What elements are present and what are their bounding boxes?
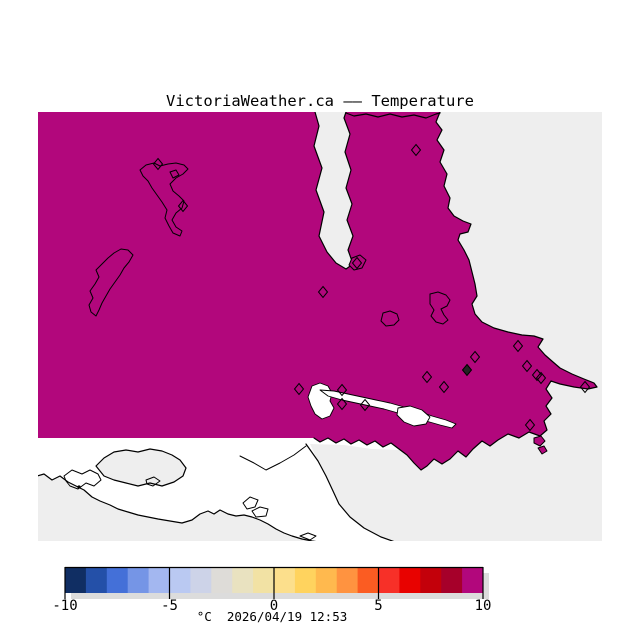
station-marker xyxy=(461,363,473,377)
bay-islets-2 xyxy=(251,506,269,518)
victoria-harbour xyxy=(396,405,431,427)
station-marker xyxy=(293,382,305,396)
colorbar-tick-label: 0 xyxy=(270,598,278,614)
map-panel xyxy=(38,112,602,541)
bay-islets-1 xyxy=(242,496,259,510)
station-marker xyxy=(351,256,363,270)
station-marker xyxy=(317,285,329,299)
colorbar-tick-label: -10 xyxy=(52,598,77,614)
station-marker xyxy=(152,157,164,171)
station-marker xyxy=(359,398,371,412)
colorbar-cell xyxy=(148,568,170,593)
lake-west xyxy=(88,248,134,317)
colorbar-cell xyxy=(378,568,400,593)
south-landmass xyxy=(38,474,312,541)
colorbar-cell xyxy=(253,568,275,593)
lake-prospect xyxy=(380,310,400,327)
station-marker xyxy=(535,371,547,385)
colorbar-cell xyxy=(169,568,191,593)
station-marker xyxy=(438,380,450,394)
colorbar-cell xyxy=(127,568,150,593)
inlet-island xyxy=(348,254,367,271)
station-marker xyxy=(177,199,189,213)
south-coastline xyxy=(38,473,317,541)
bay-islets-3 xyxy=(299,532,317,541)
station-marker xyxy=(521,359,533,373)
station-markers xyxy=(152,143,591,432)
colorbar-cell xyxy=(85,568,108,593)
lake-shawnigan-islet xyxy=(169,169,180,179)
colorbar-cell xyxy=(420,568,442,593)
discovery-island-1 xyxy=(533,435,546,447)
station-marker xyxy=(336,383,348,397)
colorbar-caption: °C 2026/04/19 12:53 xyxy=(197,609,348,624)
figure-title: VictoriaWeather.ca —— Temperature xyxy=(166,92,474,110)
station-marker xyxy=(524,418,536,432)
station-marker xyxy=(336,397,348,411)
strait-island-pond xyxy=(145,476,161,487)
colorbar-cell xyxy=(336,568,359,593)
discovery-island-2 xyxy=(537,445,548,455)
strait-island xyxy=(95,448,187,487)
station-marker xyxy=(421,370,433,384)
colorbar-ticks xyxy=(64,567,484,599)
station-marker xyxy=(579,380,591,394)
station-marker xyxy=(512,339,524,353)
west-islets xyxy=(63,469,102,490)
colorbar-cell xyxy=(357,568,379,593)
islet-rock xyxy=(77,485,81,489)
colorbar-cell xyxy=(441,568,463,593)
lake-elk xyxy=(429,291,451,325)
station-marker xyxy=(469,350,481,364)
colorbar: -10 -5 0 5 10 °C 2026/04/19 12:53 xyxy=(52,566,491,624)
colorbar-tick-label: 10 xyxy=(475,598,492,614)
north-coastline xyxy=(345,112,441,119)
colorbar-cells xyxy=(65,568,484,593)
colorbar-cell xyxy=(274,568,296,593)
colorbar-cell xyxy=(399,568,421,593)
colorbar-cell xyxy=(294,568,317,593)
lake-shawnigan xyxy=(139,162,189,237)
bay-coastline xyxy=(305,443,395,541)
colorbar-cell xyxy=(106,568,129,593)
colorbar-cell xyxy=(315,568,338,593)
station-marker xyxy=(410,143,422,157)
colorbar-cell xyxy=(65,568,87,593)
colorbar-cell xyxy=(462,568,484,593)
temperature-region xyxy=(38,112,597,470)
colorbar-cell xyxy=(190,568,212,593)
spit-coastline xyxy=(239,445,307,471)
colorbar-tick-label: 5 xyxy=(374,598,382,614)
colorbar-tick-label: -5 xyxy=(161,598,178,614)
colorbar-cell xyxy=(232,568,254,593)
colorbar-tick-labels: -10 -5 0 5 10 xyxy=(52,598,491,614)
colorbar-cell xyxy=(211,568,233,593)
